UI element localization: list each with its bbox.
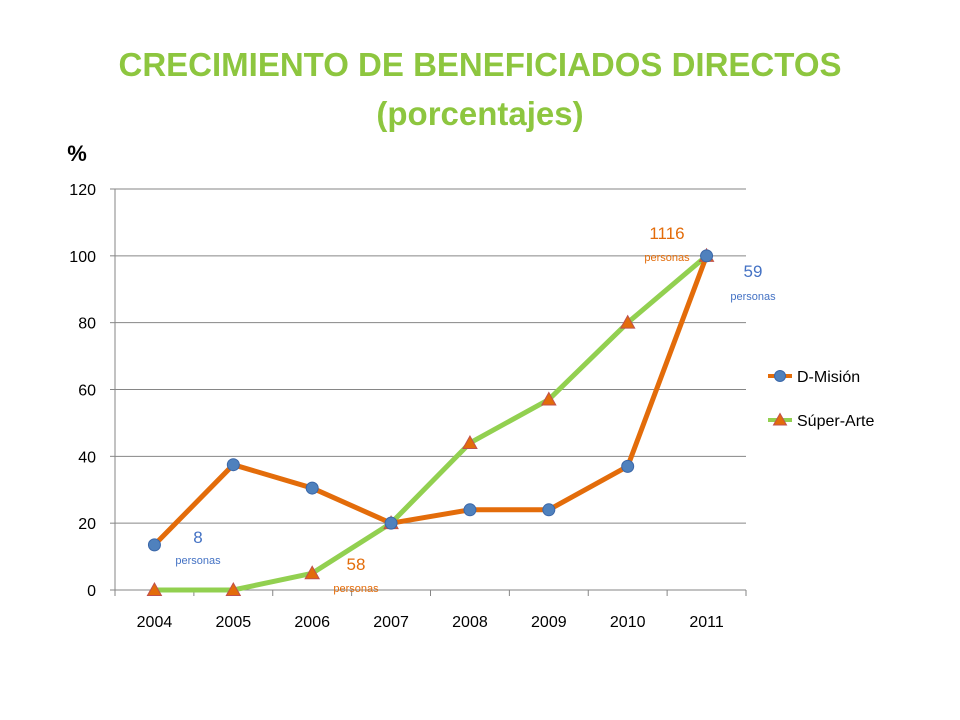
- legend-label: D-Misión: [797, 369, 860, 386]
- series-line-super-arte: [151, 253, 710, 593]
- x-tick-label: 2011: [689, 614, 724, 631]
- annotation-number: 58: [347, 555, 366, 574]
- data-point-super-arte: [540, 391, 557, 406]
- chart-title: CRECIMIENTO DE BENEFICIADOS DIRECTOS: [118, 46, 842, 83]
- legend: D-Misión Súper-Arte: [768, 369, 874, 430]
- chart-subtitle: (porcentajes): [376, 95, 584, 132]
- x-tick-label: 2008: [452, 614, 488, 631]
- legend-item-d-mision: D-Misión: [768, 369, 860, 386]
- annotation-unit: personas: [644, 252, 690, 264]
- annotation-number: 1116: [649, 224, 684, 243]
- data-point-d-mision: [542, 503, 556, 517]
- data-point-super-arte: [462, 434, 478, 449]
- annotation-d2011: 59 personas: [730, 262, 776, 303]
- data-point-super-arte: [619, 314, 636, 329]
- series-lines: [151, 253, 710, 593]
- series-markers: [146, 247, 715, 596]
- data-point-d-mision: [305, 481, 319, 495]
- annotation-s2006: 58 personas: [333, 555, 379, 595]
- y-tick-label: 20: [78, 516, 96, 533]
- annotation-s2011: 1116 personas: [644, 224, 690, 264]
- legend-item-super-arte: Súper-Arte: [768, 412, 874, 430]
- data-point-d-mision: [463, 503, 477, 517]
- y-axis-unit-label: %: [67, 141, 87, 166]
- y-tick-label: 40: [78, 449, 96, 466]
- x-tick-label: 2010: [610, 614, 646, 631]
- annotation-unit: personas: [175, 555, 221, 567]
- y-tick-label: 120: [69, 182, 96, 199]
- x-tick-label: 2006: [294, 614, 330, 631]
- x-tick-label: 2005: [216, 614, 252, 631]
- data-point-d-mision: [147, 538, 161, 552]
- series-line-d-mision: [151, 253, 710, 548]
- annotation-unit: personas: [333, 583, 379, 595]
- annotation-d2004: 8 personas: [175, 528, 221, 567]
- y-tick-label: 80: [78, 316, 96, 333]
- data-point-super-arte: [146, 581, 163, 596]
- x-tick-label: 2007: [373, 614, 409, 631]
- x-tick-label: 2004: [137, 614, 173, 631]
- axes: [110, 188, 747, 596]
- data-point-d-mision: [384, 516, 398, 530]
- data-point-super-arte: [225, 581, 242, 596]
- annotation-number: 8: [193, 528, 202, 547]
- x-tick-label: 2009: [531, 614, 567, 631]
- legend-label: Súper-Arte: [797, 413, 874, 430]
- data-point-d-mision: [700, 249, 714, 263]
- data-point-d-mision: [226, 458, 240, 472]
- y-tick-label: 0: [87, 583, 96, 600]
- data-point-d-mision: [621, 459, 635, 473]
- gridlines: [115, 188, 746, 524]
- data-point-super-arte: [304, 565, 321, 580]
- legend-marker-circle: [774, 370, 786, 382]
- tick-labels: 0 20 40 60 80 100 120 2004 2005 2006 2007 2008 2009 2…: [69, 182, 724, 631]
- y-tick-label: 60: [78, 383, 96, 400]
- annotation-number: 59: [744, 262, 763, 281]
- y-tick-label: 100: [69, 249, 96, 266]
- legend-marker-triangle: [772, 412, 788, 426]
- annotation-unit: personas: [730, 291, 776, 303]
